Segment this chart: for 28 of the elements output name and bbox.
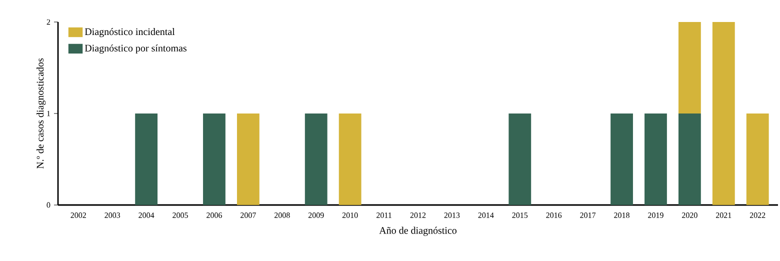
x-tick-label: 2016 [546,212,562,218]
x-tick-label: 2019 [648,212,664,218]
x-axis-title: Año de diagnóstico [379,226,457,236]
x-tick-label: 2007 [240,212,256,218]
x-tick-label: 2003 [104,212,120,218]
x-tick-label: 2012 [410,212,426,218]
y-tick-label: 1 [47,110,50,116]
x-tick-label: 2022 [750,212,766,218]
x-tick-label: 2008 [274,212,290,218]
x-tick-label: 2015 [512,212,528,218]
x-tick-label: 2002 [70,212,86,218]
x-tick-label: 2021 [716,212,732,218]
legend-label: Diagnóstico por síntomas [84,44,186,54]
y-tick-label: 2 [46,19,50,25]
x-tick-label: 2009 [308,212,324,218]
x-tick-label: 2010 [342,212,358,218]
y-tick-label: 0 [46,202,50,208]
x-tick-label: 2004 [138,212,154,218]
x-tick-label: 2018 [614,212,630,218]
x-tick-label: 2014 [478,212,494,218]
x-tick-label: 2011 [376,212,392,218]
y-axis-title: N.º de casos diagnosticados [36,58,46,169]
x-tick-label: 2020 [682,212,698,218]
x-tick-label: 2013 [444,212,460,218]
x-tick-label: 2017 [580,212,596,218]
x-tick-label: 2006 [206,212,222,218]
legend-label: Diagnóstico incidental [84,28,175,38]
x-tick-label: 2005 [172,212,188,218]
